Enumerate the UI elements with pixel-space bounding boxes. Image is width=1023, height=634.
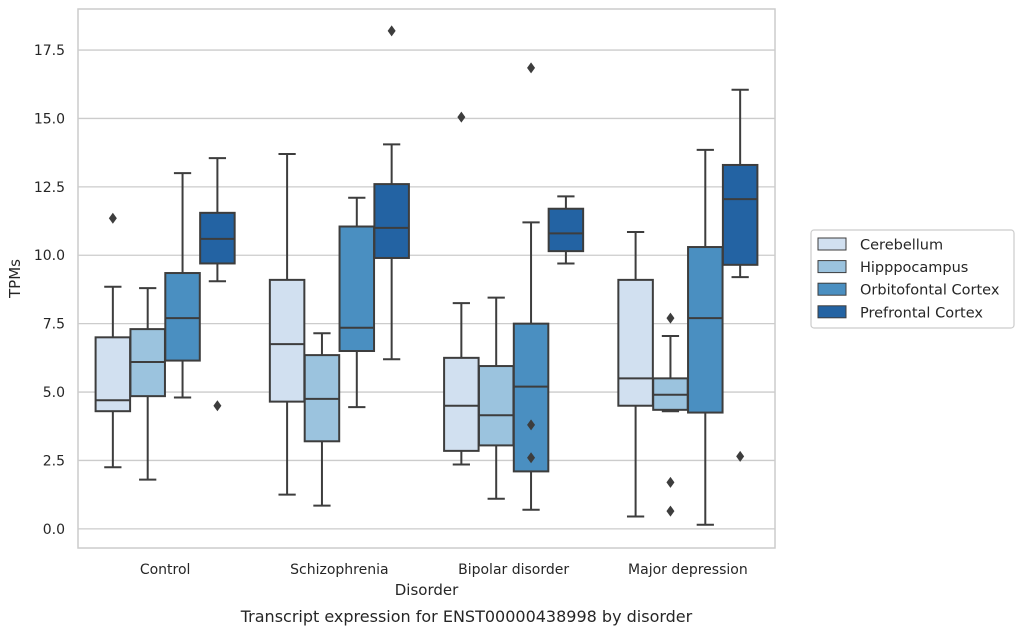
legend-item-orbitofontal-cortex[interactable]: Orbitofontal Cortex [817, 282, 1000, 299]
legend[interactable]: Cerebellum Hipppocampus Orbitofontal Corte… [810, 229, 1015, 329]
legend-swatch [817, 260, 847, 274]
y-tick-label: 0.0 [43, 522, 65, 538]
box-cerebellum-control [94, 212, 132, 469]
y-tick-label: 7.5 [43, 317, 65, 333]
box-orbitofontal-cortex-schizophrenia [338, 196, 376, 409]
iqr-box [164, 272, 201, 362]
iqr-box [94, 336, 132, 413]
box-hipppocampus-major-depression [652, 312, 689, 517]
y-tick-label: 5.0 [43, 385, 65, 401]
box-plots [94, 25, 759, 526]
outlier-point [736, 450, 745, 462]
iqr-box [477, 365, 515, 447]
outlier-point [108, 212, 117, 224]
outlier-point [527, 62, 536, 74]
iqr-box [338, 225, 376, 353]
legend-item-cerebellum[interactable]: Cerebellum [817, 237, 943, 254]
plot-frame [77, 8, 776, 549]
y-tick-label: 12.5 [34, 180, 65, 196]
x-tick-label: Bipolar disorder [458, 562, 569, 578]
outlier-point [666, 505, 675, 517]
outlier-point [457, 111, 466, 123]
box-prefrontal-cortex-bipolar-disorder [547, 195, 585, 265]
x-tick-labels: Control Schizophrenia Bipolar disorder Majo… [140, 562, 748, 578]
y-tick-label: 17.5 [34, 43, 65, 59]
outlier-point [387, 25, 396, 37]
legend-label: Orbitofontal Cortex [860, 283, 1000, 299]
legend-label: Prefrontal Cortex [860, 305, 983, 321]
legend-label: Hipppocampus [860, 260, 968, 276]
outlier-point [213, 400, 222, 412]
legend-item-prefrontal-cortex[interactable]: Prefrontal Cortex [817, 305, 983, 321]
iqr-box [443, 356, 480, 452]
iqr-box [512, 322, 550, 473]
iqr-box [268, 278, 306, 403]
outlier-point [527, 419, 536, 431]
y-tick-label: 15.0 [34, 111, 65, 127]
x-tick-label: Schizophrenia [290, 562, 388, 578]
x-axis-label: Disorder [395, 581, 459, 599]
x-tick-label: Control [140, 562, 191, 578]
iqr-box [373, 183, 410, 259]
iqr-box [617, 278, 654, 407]
legend-swatch [817, 237, 847, 251]
box-hipppocampus-bipolar-disorder [477, 296, 515, 500]
y-tick-label: 2.5 [43, 453, 65, 469]
box-hipppocampus-schizophrenia [303, 332, 341, 507]
box-prefrontal-cortex-schizophrenia [373, 25, 410, 361]
legend-swatch [817, 282, 847, 296]
legend-frame [810, 229, 1015, 329]
box-orbitofontal-cortex-bipolar-disorder [512, 62, 550, 511]
box-hipppocampus-control [129, 287, 166, 481]
box-orbitofontal-cortex-major-depression [687, 148, 724, 526]
box-cerebellum-bipolar-disorder [443, 111, 480, 466]
y-axis-label: TPMs [6, 259, 24, 299]
legend-item-hipppocampus[interactable]: Hipppocampus [817, 260, 968, 276]
y-tick-label: 10.0 [34, 248, 65, 264]
x-tick-label: Major depression [628, 562, 748, 578]
legend-swatch [817, 305, 847, 319]
outlier-point [666, 476, 675, 488]
iqr-box [547, 207, 585, 253]
iqr-box [721, 163, 759, 266]
box-cerebellum-schizophrenia [268, 153, 306, 496]
y-tick-labels: 0.0 2.5 5.0 7.5 10.0 12.5 15.0 17.5 [34, 43, 65, 538]
outlier-point [527, 452, 536, 464]
chart-caption: Transcript expression for ENST0000043899… [240, 607, 693, 626]
box-cerebellum-major-depression [617, 230, 654, 518]
box-prefrontal-cortex-control [199, 157, 236, 412]
box-orbitofontal-cortex-control [164, 172, 201, 399]
box-prefrontal-cortex-major-depression [721, 88, 759, 462]
legend-label: Cerebellum [860, 238, 943, 254]
iqr-box [687, 246, 724, 414]
outlier-point [666, 312, 675, 324]
